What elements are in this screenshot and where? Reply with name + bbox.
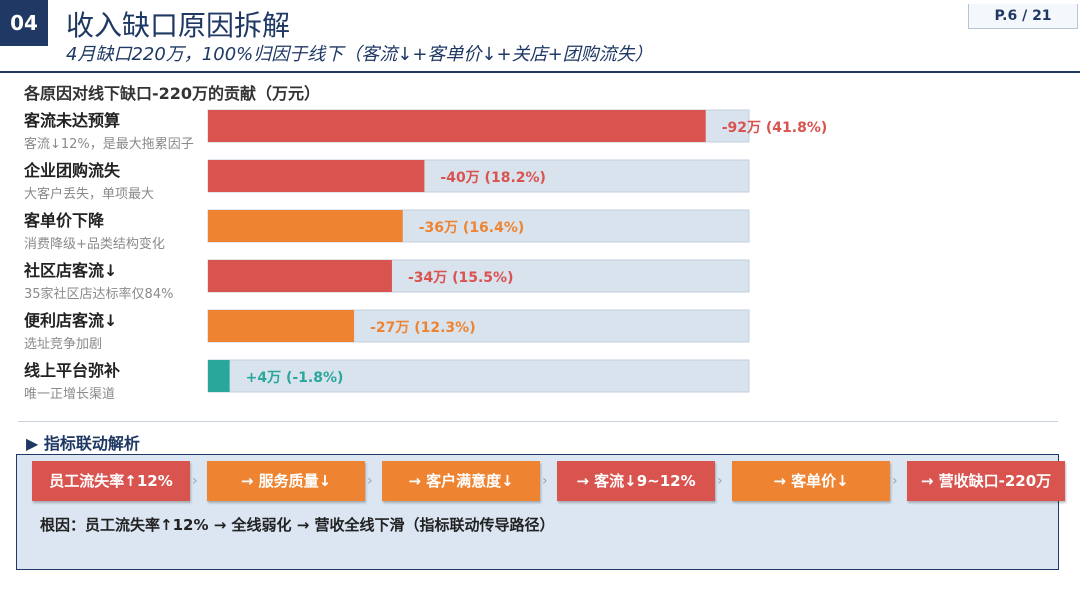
- bar-track: [207, 359, 750, 393]
- bar: [208, 210, 403, 242]
- section-divider: [18, 421, 1058, 422]
- bar: [208, 360, 230, 392]
- data-label: -40万 (18.2%): [440, 170, 546, 186]
- data-label: -36万 (16.4%): [419, 220, 525, 236]
- flow-node: → 服务质量↓: [207, 461, 365, 501]
- bar: [208, 260, 392, 292]
- flow-chevron-icon: ›: [892, 473, 898, 489]
- page-number: P.6 / 21: [968, 4, 1078, 29]
- data-label: -34万 (15.5%): [408, 270, 514, 286]
- flow-node: → 营收缺口-220万: [907, 461, 1065, 501]
- category-note: 35家社区店达标率仅84%: [24, 286, 173, 302]
- flow-node: 员工流失率↑12%: [32, 461, 190, 501]
- flow-node: → 客户满意度↓: [382, 461, 540, 501]
- data-label: -92万 (41.8%): [722, 120, 828, 136]
- category-note: 消费降级+品类结构变化: [24, 236, 165, 252]
- bar: [208, 110, 706, 142]
- category-note: 大客户丢失，单项最大: [24, 186, 154, 202]
- data-label: -27万 (12.3%): [370, 320, 476, 336]
- category-note: 唯一正增长渠道: [24, 387, 115, 402]
- linkage-section-title: ▶ 指标联动解析: [26, 434, 140, 453]
- bar: [208, 160, 425, 192]
- flow-chevron-icon: ›: [542, 473, 548, 489]
- header-divider: [0, 71, 1080, 73]
- category-label: 社区店客流↓: [23, 261, 117, 280]
- section-number-badge: 04: [0, 0, 48, 46]
- category-label: 线上平台弥补: [24, 361, 120, 380]
- category-label: 便利店客流↓: [24, 311, 117, 330]
- data-label: +4万 (-1.8%): [246, 370, 344, 386]
- chart-title: 各原因对线下缺口-220万的贡献（万元）: [24, 84, 321, 103]
- category-note: 选址竞争加剧: [24, 336, 102, 352]
- category-label: 客单价下降: [24, 211, 105, 230]
- flow-chevron-icon: ›: [717, 473, 723, 489]
- page-subtitle: 4月缺口220万，100%归因于线下（客流↓+客单价↓+关店+团购流失）: [66, 44, 653, 65]
- category-label: 企业团购流失: [23, 161, 121, 180]
- flow-node: → 客流↓9~12%: [557, 461, 715, 501]
- category-note: 客流↓12%，是最大拖累因子: [24, 136, 194, 152]
- flow-chevron-icon: ›: [192, 473, 198, 489]
- bar: [208, 310, 355, 342]
- flow-chevron-icon: ›: [367, 473, 373, 489]
- root-cause-text: 根因：员工流失率↑12% → 全线弱化 → 营收全线下滑（指标联动传导路径）: [40, 516, 555, 534]
- page-title: 收入缺口原因拆解: [66, 9, 291, 42]
- flow-node: → 客单价↓: [732, 461, 890, 501]
- category-label: 客流未达预算: [24, 111, 120, 130]
